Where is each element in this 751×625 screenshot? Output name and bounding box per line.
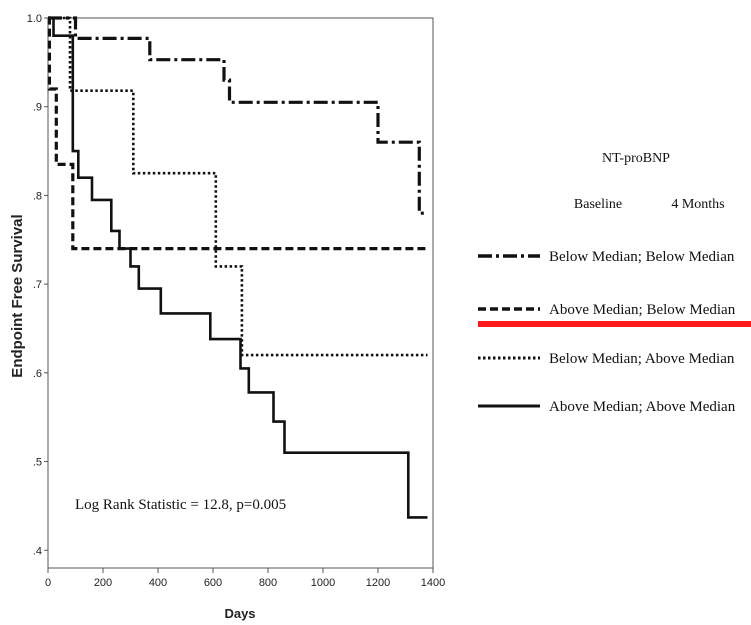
legend-label-2: Above Median; Below Median (549, 302, 736, 318)
x-tick-label: 0 (45, 577, 51, 589)
series-line-2 (47, 16, 428, 251)
legend: NT-proBNP Baseline 4 Months Below Median… (478, 151, 751, 415)
x-tick-label: 1400 (421, 577, 445, 589)
highlight-underline (478, 321, 751, 327)
y-axis: 1.0 .9 .8 .7 .6 .5 .4 (27, 13, 48, 557)
legend-label-1: Below Median; Below Median (549, 249, 735, 265)
x-axis-title: Days (224, 606, 255, 621)
x-tick-label: 400 (149, 577, 167, 589)
y-axis-title: Endpoint Free Survival (9, 214, 26, 377)
series-layer (47, 16, 428, 519)
y-tick-label: .7 (33, 279, 42, 291)
legend-col-4months: 4 Months (671, 197, 724, 212)
y-tick-label: .8 (33, 190, 42, 202)
legend-title: NT-proBNP (602, 151, 670, 166)
x-tick-label: 1200 (366, 577, 390, 589)
log-rank-annotation: Log Rank Statistic = 12.8, p=0.005 (75, 497, 286, 513)
series-line-3 (48, 16, 428, 357)
plot-border (47, 17, 434, 569)
series-line-1 (48, 16, 428, 215)
x-tick-label: 800 (259, 577, 277, 589)
x-tick-label: 200 (94, 577, 112, 589)
y-tick-label: .9 (33, 102, 42, 114)
legend-label-3: Below Median; Above Median (549, 351, 735, 367)
y-tick-label: .4 (33, 545, 42, 557)
series-line-4 (48, 16, 428, 519)
y-tick-label: .6 (33, 368, 42, 380)
plot-area (47, 17, 434, 569)
legend-label-4: Above Median; Above Median (549, 399, 736, 415)
x-tick-label: 1000 (311, 577, 335, 589)
x-axis: 0 200 400 600 800 1000 1200 1400 (45, 568, 445, 589)
legend-col-baseline: Baseline (574, 197, 622, 212)
y-tick-label: .5 (33, 457, 42, 469)
legend-items: Below Median; Below Median Above Median; … (478, 249, 736, 415)
x-tick-label: 600 (204, 577, 222, 589)
y-tick-label: 1.0 (27, 13, 42, 25)
